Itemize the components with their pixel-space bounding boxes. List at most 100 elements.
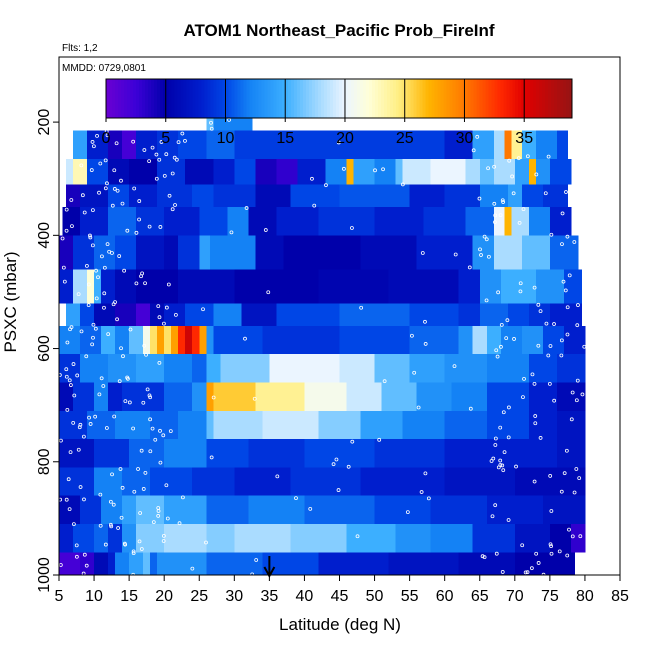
heatmap-cell [415,354,422,383]
heatmap-cell [193,552,201,575]
heatmap-cell [422,235,430,270]
heatmap-cell [218,495,225,525]
heatmap-cell [240,130,247,159]
colorbar-swatch [138,79,143,118]
heatmap-cell [348,410,356,440]
observation-point [147,224,152,229]
heatmap-cell [234,130,241,159]
heatmap-cell [540,354,547,383]
heatmap-cell [122,382,129,411]
heatmap-cell [486,354,494,383]
heatmap-cell [136,325,144,355]
heatmap-cell [538,439,546,468]
heatmap-cell [438,467,446,496]
observation-point [120,201,125,206]
heatmap-cell [312,410,320,440]
heatmap-cell [424,495,432,525]
heatmap-cell [321,524,329,553]
heatmap-cell [380,495,388,525]
heatmap-cell [194,439,201,468]
heatmap-cell [204,207,212,236]
heatmap-cell [353,552,360,575]
heatmap-cell [87,130,93,159]
heatmap-cell [241,303,248,326]
heatmap-cell [346,524,354,553]
colorbar-swatch [428,79,433,118]
heatmap-cell [225,410,233,440]
observation-point [561,279,566,284]
observation-point [128,327,133,332]
heatmap-cell [469,269,476,304]
observation-point [486,166,490,171]
colorbar-tick-label: 25 [396,130,414,147]
x-tick-label: 20 [155,588,173,605]
heatmap-cell [299,303,306,326]
observation-point [71,420,76,425]
heatmap-cell [403,184,411,208]
y-axis-label: PSXC (mbar) [1,251,20,352]
colorbar-swatch [452,79,456,118]
heatmap-cell [473,467,481,496]
colorbar-swatch [225,79,229,118]
colorbar-swatch [479,79,483,118]
colorbar-swatch [392,79,397,118]
heatmap-cell [354,235,362,270]
heatmap-cell [207,303,214,326]
observation-point [576,303,580,307]
heatmap-cell [535,130,542,159]
heatmap-cell [250,410,257,440]
heatmap-cell [371,552,378,575]
heatmap-cell [434,325,441,355]
observation-point [91,335,95,340]
heatmap-cell [444,439,452,468]
heatmap-cell [472,524,480,553]
heatmap-cell [486,495,494,525]
heatmap-cell [180,467,187,496]
heatmap-cell [456,354,464,383]
colorbar-swatch [255,79,259,118]
heatmap-cell [348,235,356,270]
heatmap-cell [304,354,311,383]
observation-point [85,263,89,268]
heatmap-cell [115,552,123,575]
heatmap-cell [451,382,459,411]
heatmap-cell [462,467,469,496]
colorbar-swatch [542,79,546,118]
observation-point [533,414,538,418]
heatmap-cell [185,325,193,355]
heatmap-cell [378,410,386,440]
heatmap-cell [271,158,277,185]
heatmap-cell [321,130,329,159]
heatmap-cell [273,382,281,411]
heatmap-cell [374,158,381,185]
observation-point [161,533,166,538]
heatmap-cell [499,235,506,270]
heatmap-cell [444,184,452,208]
heatmap-cell [118,184,125,208]
heatmap-cell [505,495,513,525]
heatmap-cell [555,184,562,208]
heatmap-cell [345,303,352,326]
heatmap-cell [141,130,148,159]
heatmap-cell [389,524,397,553]
heatmap-cell [289,235,296,270]
heatmap-cell [268,552,276,575]
heatmap-cell [157,552,164,575]
colorbar-swatch [288,79,292,118]
observation-point [91,144,96,149]
heatmap-cell [502,552,510,575]
colorbar-swatch [434,79,439,118]
heatmap-cell [409,439,417,468]
heatmap-cell [304,382,312,411]
colorbar-swatch [339,79,343,118]
heatmap-cell [542,184,550,208]
heatmap-cell [158,524,165,553]
heatmap-cell [151,130,158,159]
heatmap-cell [339,439,346,468]
heatmap-cell [434,382,441,411]
heatmap-cell [497,439,504,468]
heatmap-cell [292,354,300,383]
heatmap-cell [271,524,279,553]
heatmap-cell [561,235,568,270]
observation-point [567,527,571,532]
